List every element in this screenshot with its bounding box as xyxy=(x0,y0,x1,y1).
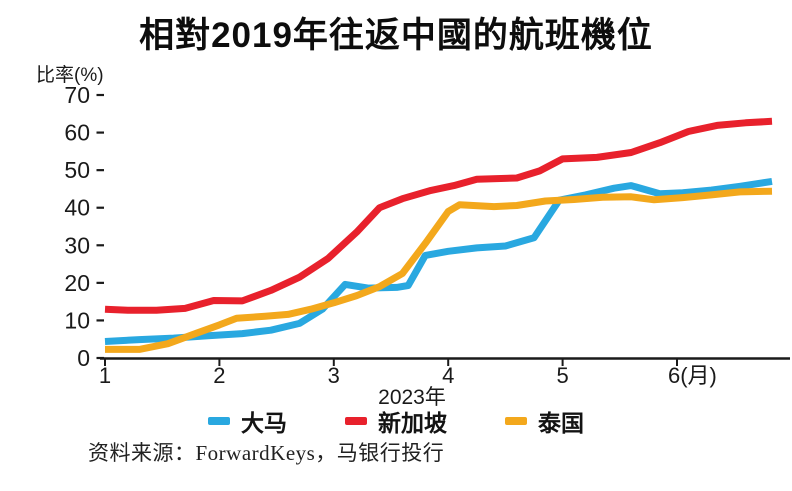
y-tick-label: 50 xyxy=(64,157,90,183)
legend-label: 新加坡 xyxy=(378,410,447,436)
y-tick-label: 20 xyxy=(64,270,90,296)
legend-item-thailand: 泰国 xyxy=(505,404,584,438)
malaysia-line-swatch-icon xyxy=(208,417,230,425)
legend-label: 泰国 xyxy=(538,410,584,436)
y-tick-label: 30 xyxy=(64,232,90,258)
chart-legend: 大马 新加坡 泰国 xyxy=(0,404,792,438)
legend-item-singapore: 新加坡 xyxy=(345,404,447,438)
legend-item-malaysia: 大马 xyxy=(208,404,287,438)
chart-title: 相對2019年往返中國的航班機位 xyxy=(139,16,653,55)
y-tick-label: 40 xyxy=(64,195,90,221)
legend-label: 大马 xyxy=(241,410,287,436)
series-line-大马 xyxy=(104,177,773,345)
y-tick-label: 70 xyxy=(64,82,90,108)
x-tick-label: 6(月) xyxy=(668,363,717,388)
x-axis-title: 2023年 xyxy=(378,386,446,409)
y-axis-label: 比率(%) xyxy=(36,65,104,86)
y-tick-label: 60 xyxy=(64,120,90,146)
source-note: 资料来源：ForwardKeys，马银行投行 xyxy=(88,441,445,465)
x-tick-label: 4 xyxy=(442,363,454,388)
thailand-line-swatch-icon xyxy=(505,417,527,425)
y-tick-label: 10 xyxy=(64,307,90,333)
y-tick-label: 0 xyxy=(77,345,90,371)
x-tick-label: 5 xyxy=(556,363,568,388)
x-tick-label: 2 xyxy=(213,363,225,388)
x-tick-label: 3 xyxy=(328,363,340,388)
x-tick-label: 1 xyxy=(99,363,111,388)
series-line-泰国 xyxy=(105,187,773,353)
series-line-新加坡 xyxy=(104,117,773,314)
singapore-line-swatch-icon xyxy=(345,417,367,425)
